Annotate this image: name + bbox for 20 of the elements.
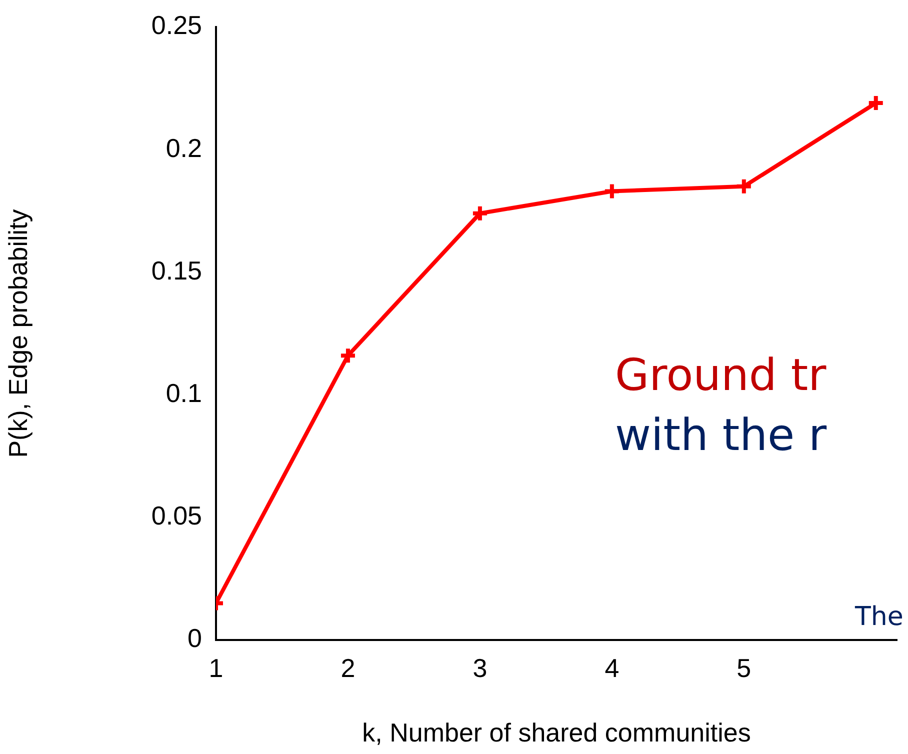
x-axis-title: k, Number of shared communities [362, 718, 751, 748]
annotation: The [854, 602, 904, 632]
y-tick-label: 0.15 [151, 255, 202, 286]
annotation: Ground tr [615, 350, 828, 401]
y-tick-label: 0.05 [151, 500, 202, 531]
point [602, 182, 621, 200]
x-tick-label: 4 [604, 652, 620, 683]
point [338, 346, 357, 365]
x-tick-label: 5 [736, 652, 752, 683]
x-tick-label: 2 [340, 652, 356, 683]
y-tick-label: 0.1 [166, 378, 202, 408]
point [470, 204, 489, 222]
x-tick-label: 3 [472, 652, 488, 683]
x-tick-label: 1 [208, 652, 224, 683]
point [734, 177, 753, 196]
y-tick-label: 0.2 [166, 132, 202, 163]
y-axis-title: P(k), Edge probability [2, 209, 33, 458]
annotation: with the r [615, 410, 828, 461]
y-tick-label: 0 [188, 623, 202, 654]
y-tick-label: 0.25 [151, 10, 202, 40]
